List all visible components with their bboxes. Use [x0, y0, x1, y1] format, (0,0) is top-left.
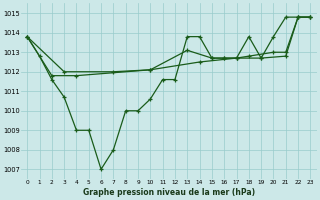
X-axis label: Graphe pression niveau de la mer (hPa): Graphe pression niveau de la mer (hPa) [83, 188, 255, 197]
